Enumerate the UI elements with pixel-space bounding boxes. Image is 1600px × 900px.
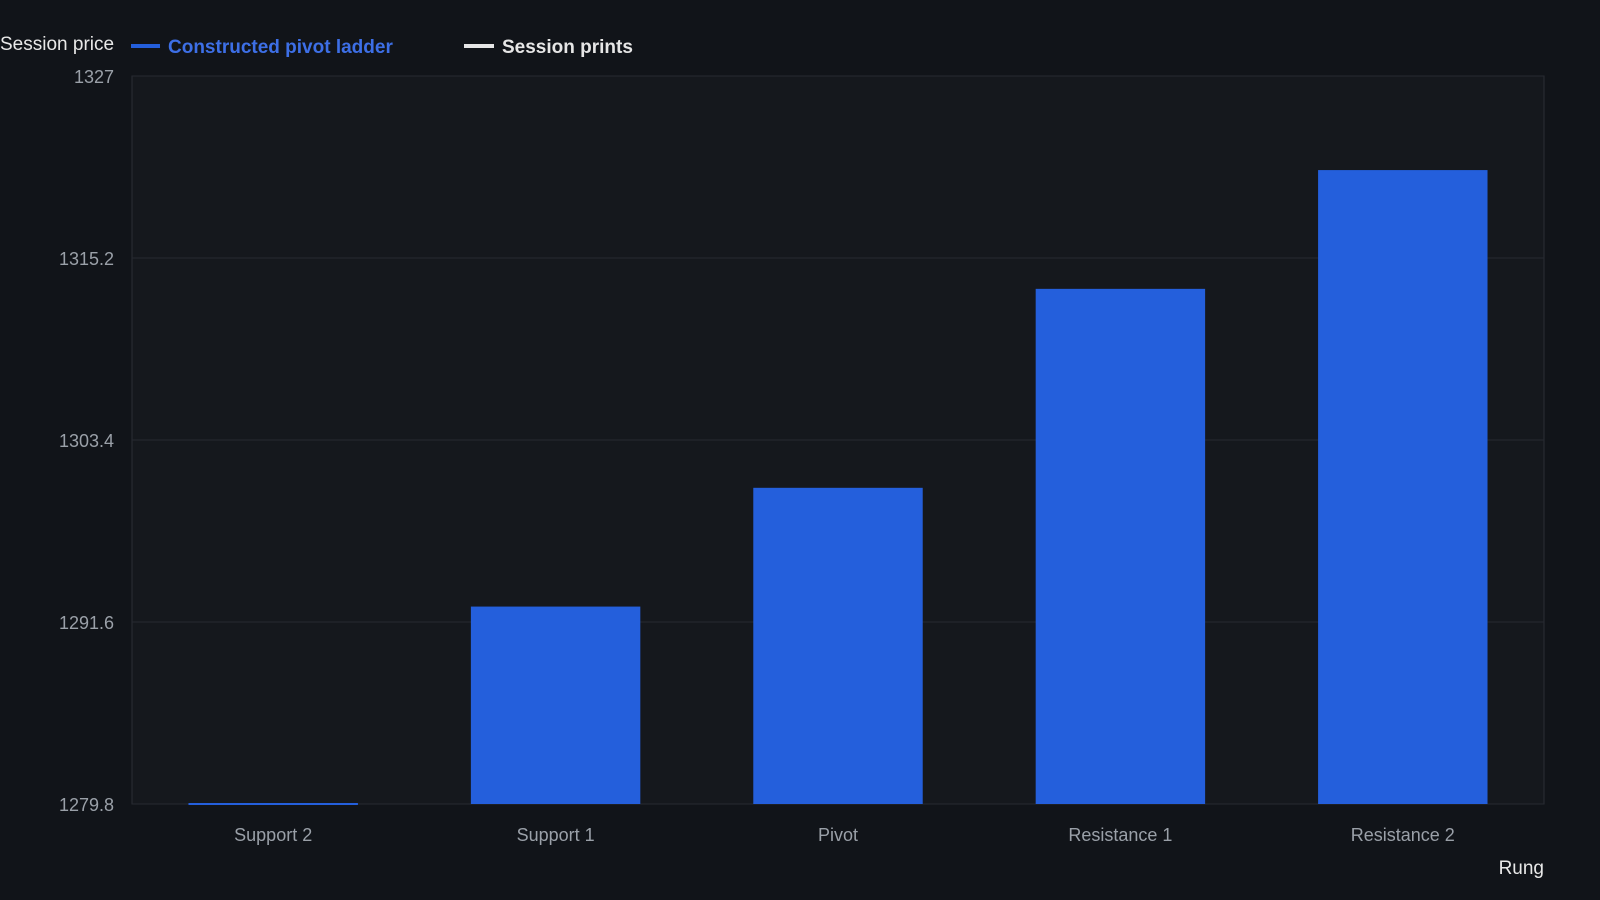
bar-support-2[interactable]: [188, 803, 358, 805]
x-tick-label: Pivot: [818, 825, 858, 845]
legend-item-pivot-ladder[interactable]: Constructed pivot ladder: [131, 37, 393, 58]
bar-pivot[interactable]: [753, 487, 923, 804]
x-tick-label: Resistance 1: [1068, 825, 1172, 845]
y-tick-label: 1315.2: [59, 249, 114, 269]
x-axis-title: Rung: [1499, 858, 1544, 879]
bars: [188, 170, 1488, 805]
y-axis-title: Session price: [0, 34, 114, 55]
legend-label-session-prints: Session prints: [502, 37, 633, 58]
y-tick-label: 1327: [74, 67, 114, 87]
legend-label-pivot-ladder: Constructed pivot ladder: [168, 37, 393, 58]
bar-resistance-2[interactable]: [1318, 170, 1488, 805]
x-tick-label: Support 2: [234, 825, 312, 845]
legend[interactable]: Constructed pivot ladder Session prints: [131, 37, 633, 58]
bar-resistance-1[interactable]: [1035, 288, 1206, 805]
y-tick-label: 1291.6: [59, 613, 114, 633]
x-tick-label: Resistance 2: [1351, 825, 1455, 845]
bar-support-1[interactable]: [470, 606, 641, 804]
legend-item-session-prints[interactable]: Session prints: [464, 37, 633, 58]
x-tick-label: Support 1: [517, 825, 595, 845]
x-axis-ticks: Support 2 Support 1 Pivot Resistance 1 Resis…: [234, 825, 1455, 845]
y-tick-label: 1303.4: [59, 431, 114, 451]
y-axis-ticks: 1279.8 1291.6 1303.4 1315.2 1327: [59, 67, 114, 815]
y-tick-label: 1279.8: [59, 795, 114, 815]
